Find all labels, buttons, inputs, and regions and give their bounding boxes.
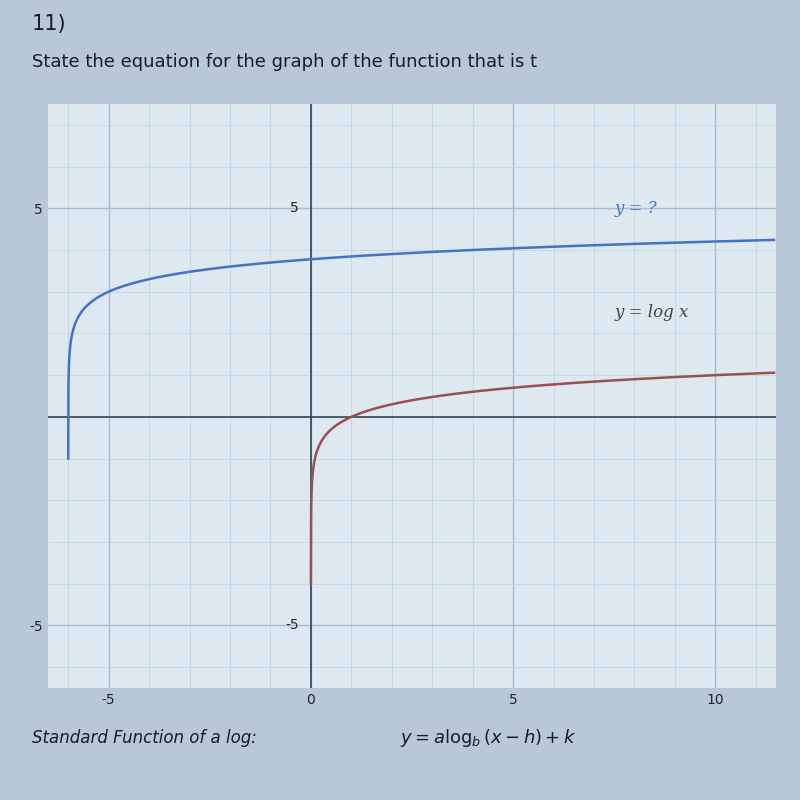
Text: Standard Function of a log:: Standard Function of a log: (32, 729, 257, 746)
Text: State the equation for the graph of the function that is t: State the equation for the graph of the … (32, 53, 537, 70)
Text: -5: -5 (285, 618, 298, 633)
Text: y = log x: y = log x (614, 304, 689, 321)
Text: $y = a\log_b(x-h)+k$: $y = a\log_b(x-h)+k$ (400, 726, 577, 749)
Text: y = ?: y = ? (614, 200, 657, 217)
Text: 11): 11) (32, 14, 66, 34)
Text: 5: 5 (290, 202, 298, 215)
